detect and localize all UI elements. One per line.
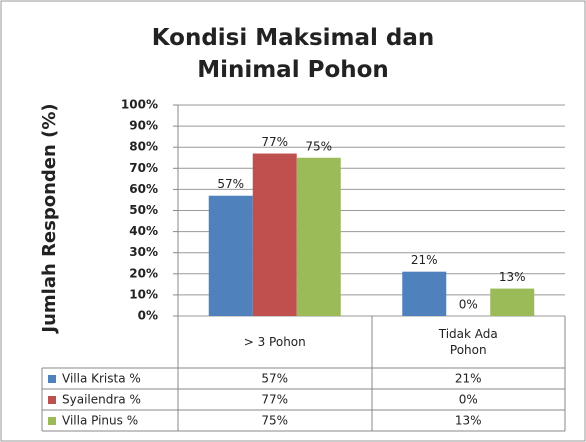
y-tick-label: 20% xyxy=(129,266,158,280)
bar xyxy=(208,195,253,316)
table-cell: 13% xyxy=(455,414,482,428)
value-label: 75% xyxy=(305,139,332,153)
value-label: 77% xyxy=(261,135,288,149)
x-tick-label: > 3 Pohon xyxy=(243,335,306,349)
y-tick-label: 30% xyxy=(129,245,158,259)
legend-swatch xyxy=(48,417,56,425)
value-label: 57% xyxy=(217,177,244,191)
y-tick-label: 50% xyxy=(129,203,158,217)
bar xyxy=(296,157,341,316)
y-tick-label: 40% xyxy=(129,224,158,238)
legend-swatch xyxy=(48,396,56,404)
table-cell: 75% xyxy=(261,414,288,428)
y-tick-label: 100% xyxy=(121,98,158,112)
table-cell: 77% xyxy=(261,393,288,407)
value-label: 13% xyxy=(499,270,526,284)
value-label: 0% xyxy=(459,298,478,312)
y-tick-label: 70% xyxy=(129,161,158,175)
y-tick-label: 0% xyxy=(138,309,158,323)
bar xyxy=(402,271,447,316)
legend-label: Villa Pinus % xyxy=(62,414,138,428)
bar xyxy=(490,288,535,316)
legend-swatch xyxy=(48,375,56,383)
table-cell: 21% xyxy=(455,372,482,386)
table-cell: 57% xyxy=(261,372,288,386)
legend-label: Villa Krista % xyxy=(62,372,141,386)
x-tick-label: Tidak Ada Pohon xyxy=(438,327,498,357)
y-tick-label: 60% xyxy=(129,182,158,196)
table-cell: 0% xyxy=(459,393,478,407)
y-axis-label: Jumlah Responden (%) xyxy=(39,103,60,334)
y-tick-label: 10% xyxy=(129,287,158,301)
y-tick-label: 80% xyxy=(129,140,158,154)
bar xyxy=(252,153,297,316)
y-tick-label: 90% xyxy=(129,119,158,133)
chart-title: Kondisi Maksimal dan Minimal Pohon xyxy=(151,25,435,83)
value-label: 21% xyxy=(411,253,438,267)
legend-label: Syailendra % xyxy=(62,393,141,407)
